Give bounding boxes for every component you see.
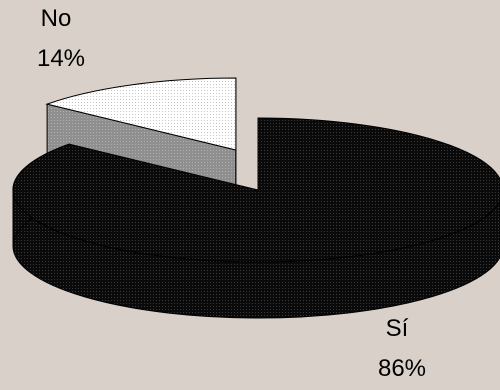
pie-slice-si (12, 117, 500, 263)
slice-value-no: 14% (36, 45, 86, 72)
pie-slice-no (45, 77, 237, 151)
slice-label-no: No (40, 5, 72, 32)
slice-value-si: 86% (377, 355, 427, 382)
slice-label-si: Sí (385, 315, 409, 342)
